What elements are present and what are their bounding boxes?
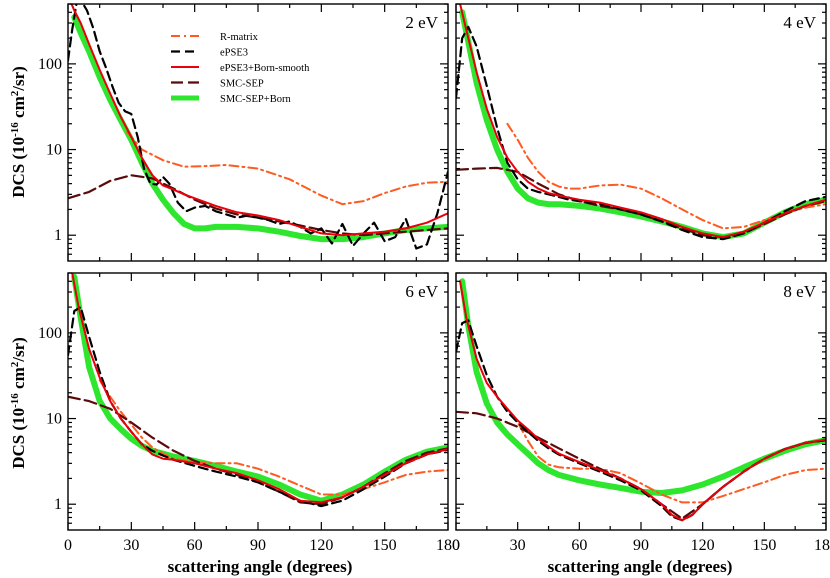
series-smc-sep-2-ev: [68, 174, 448, 237]
legend: R-matrix ePSE3 ePSE3+Born-smooth SMC-SEP SMC…: [171, 32, 310, 105]
series-epse3-born-smooth-4-ev: [459, 4, 826, 239]
x-tick-label: 30: [123, 537, 139, 554]
x-tick-label: 0: [452, 537, 460, 554]
x-tick-label: 30: [510, 537, 526, 554]
energy-label: 2 eV: [405, 13, 438, 32]
x-tick-label: 60: [571, 537, 587, 554]
y-axis-title-top: DCS (10-16 cm2/sr): [9, 66, 28, 198]
panel-6-ev: 0 30 60 90 120 150 180 1 10 100 6 eV: [38, 272, 460, 554]
series-smc-sep-born-6-ev: [71, 273, 448, 504]
series-epse3-born-smooth-8-ev: [459, 280, 826, 522]
y-tick-label: 10: [46, 411, 62, 428]
series-group: [68, 4, 448, 250]
y-tick-label: 100: [38, 56, 62, 73]
x-axis-title-left: scattering angle (degrees): [168, 557, 353, 576]
series-smc-sep-born-8-ev: [459, 278, 826, 496]
x-tick-label: 180: [814, 537, 830, 554]
legend-label-smc-sep: SMC-SEP: [220, 79, 264, 90]
series-group: [456, 278, 826, 522]
energy-label: 6 eV: [405, 282, 438, 301]
series-r-matrix-2-ev: [126, 131, 448, 206]
y-tick-label: 10: [46, 142, 62, 159]
series-epse3-6-ev: [68, 306, 448, 508]
series-smc-sep-born-4-ev: [459, 9, 826, 241]
x-tick-label: 60: [187, 537, 203, 554]
series-smc-sep-born-2-ev: [71, 14, 448, 243]
series-r-matrix-8-ev: [506, 407, 826, 504]
series-smc-sep-8-ev: [456, 410, 826, 520]
x-axis-title-right: scattering angle (degrees): [548, 557, 733, 576]
x-tick-label: 150: [752, 537, 776, 554]
legend-label-smc-sep-born: SMC-SEP+Born: [220, 94, 291, 105]
x-tick-label: 150: [373, 537, 397, 554]
x-tick-label: 90: [250, 537, 266, 554]
energy-label: 4 eV: [783, 13, 816, 32]
series-r-matrix-4-ev: [506, 122, 826, 230]
x-tick-label: 180: [436, 537, 460, 554]
series-epse3-born-smooth-6-ev: [71, 273, 448, 504]
series-group: [456, 4, 826, 241]
series-r-matrix-6-ev: [98, 379, 448, 496]
legend-label-epse3-born-smooth: ePSE3+Born-smooth: [220, 63, 310, 74]
x-tick-label: 120: [691, 537, 715, 554]
y-tick-label: 1: [54, 496, 62, 513]
x-tick-label: 120: [309, 537, 333, 554]
x-tick-label: 90: [633, 537, 649, 554]
energy-label: 8 eV: [783, 282, 816, 301]
series-epse3-4-ev: [456, 25, 826, 241]
panel-8-ev: 0 30 60 90 120 150 180 8 eV: [452, 272, 830, 554]
series-smc-sep-6-ev: [68, 395, 448, 506]
legend-label-epse3: ePSE3: [220, 48, 248, 59]
y-tick-label: 100: [38, 325, 62, 342]
legend-label-r-matrix: R-matrix: [220, 32, 259, 43]
series-epse3-2-ev: [68, 4, 448, 250]
plot-frame: [67, 272, 449, 531]
y-tick-label: 1: [54, 227, 62, 244]
panel-4-ev: 4 eV: [455, 3, 827, 262]
y-axis-title-bottom: DCS (10-16 cm2/sr): [9, 337, 28, 469]
panel-2-ev: 1 10 100 2 eV: [38, 3, 449, 262]
series-group: [68, 273, 448, 508]
panels: 1 10 100 2 eV 4 eV 0 30 60 90 120 150 180 1 10 100 6 eV…: [38, 3, 830, 554]
x-tick-label: 0: [64, 537, 72, 554]
series-epse3-born-smooth-2-ev: [70, 4, 448, 237]
